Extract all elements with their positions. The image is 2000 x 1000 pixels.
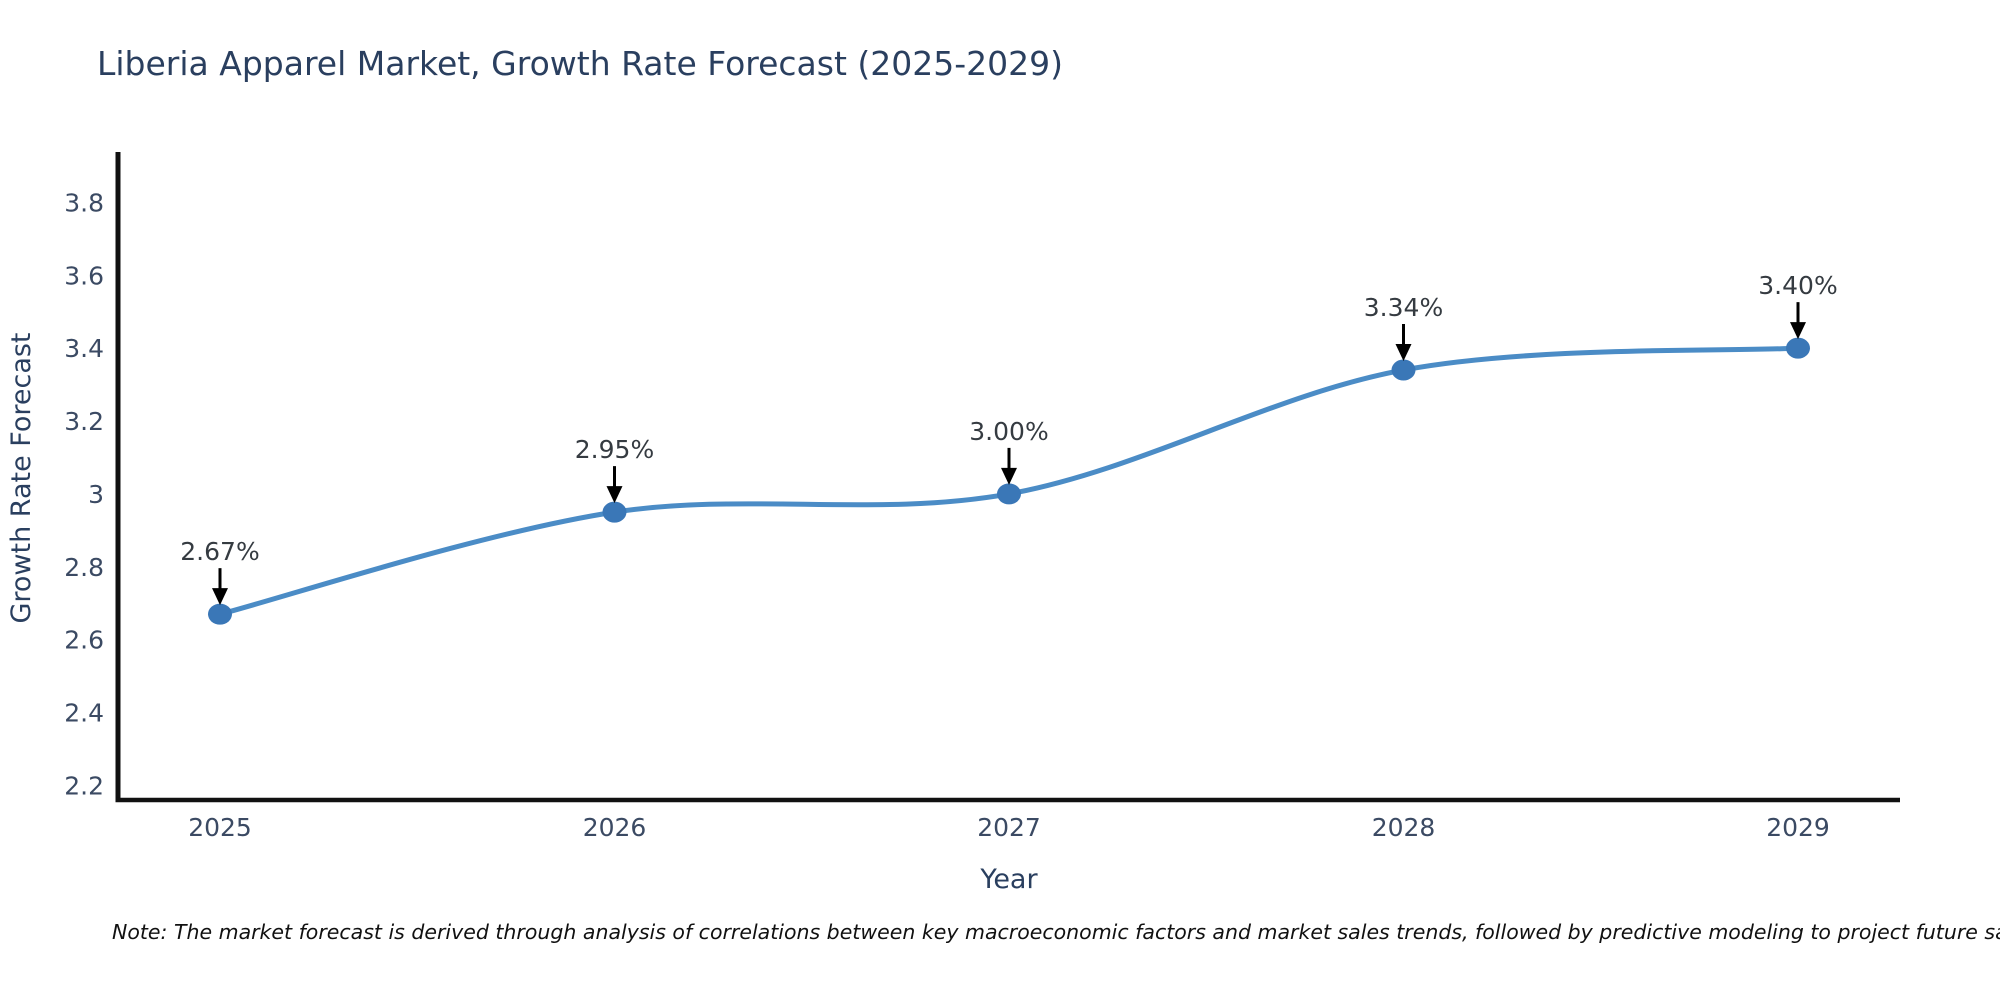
y-tick-label: 3.4 bbox=[64, 334, 104, 363]
annotation-arrowhead-icon bbox=[1395, 344, 1412, 361]
y-tick-label: 2.8 bbox=[64, 553, 104, 582]
x-tick-label: 2027 bbox=[977, 813, 1041, 842]
data-point-marker bbox=[997, 483, 1021, 505]
annotation-label: 3.00% bbox=[969, 417, 1048, 446]
x-tick-label: 2026 bbox=[583, 813, 647, 842]
annotation-arrowhead-icon bbox=[212, 588, 228, 606]
footnote: Note: The market forecast is derived thr… bbox=[112, 920, 2000, 944]
y-tick-label: 3.2 bbox=[64, 407, 104, 436]
x-tick-label: 2029 bbox=[1766, 813, 1830, 842]
y-axis-title: Growth Rate Forecast bbox=[6, 332, 37, 623]
y-tick-label: 2.2 bbox=[64, 771, 104, 800]
y-tick-label: 2.4 bbox=[64, 699, 104, 728]
annotation-arrowhead-icon bbox=[1790, 322, 1806, 340]
data-point-marker bbox=[1786, 337, 1810, 359]
annotation-label: 2.95% bbox=[575, 435, 654, 464]
annotation-label: 3.34% bbox=[1364, 293, 1443, 322]
data-point-marker bbox=[208, 603, 232, 625]
annotation-label: 2.67% bbox=[180, 537, 259, 566]
x-tick-label: 2028 bbox=[1372, 813, 1436, 842]
y-tick-label: 2.6 bbox=[64, 626, 104, 655]
x-axis-title: Year bbox=[979, 864, 1038, 895]
y-tick-label: 3.6 bbox=[64, 261, 104, 290]
y-tick-label: 3 bbox=[88, 480, 104, 509]
annotation-label: 3.40% bbox=[1758, 271, 1837, 300]
data-point-marker bbox=[1391, 359, 1416, 381]
x-tick-label: 2025 bbox=[188, 813, 252, 842]
y-tick-label: 3.8 bbox=[64, 188, 104, 217]
annotation-arrowhead-icon bbox=[1001, 467, 1017, 485]
chart-title: Liberia Apparel Market, Growth Rate Fore… bbox=[97, 44, 1064, 83]
data-point-marker bbox=[602, 501, 627, 523]
annotation-arrowhead-icon bbox=[606, 486, 623, 504]
